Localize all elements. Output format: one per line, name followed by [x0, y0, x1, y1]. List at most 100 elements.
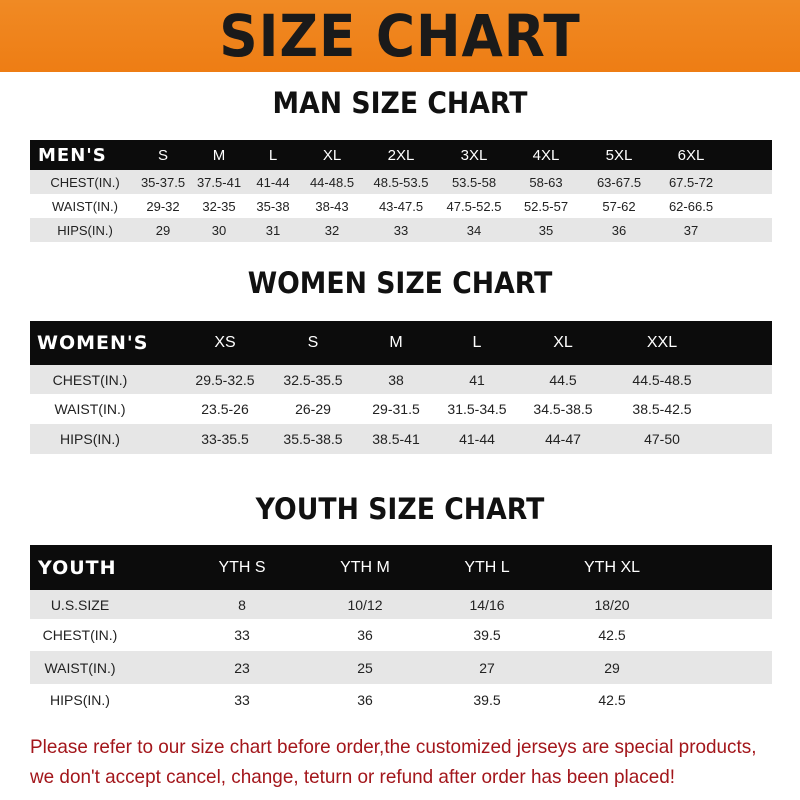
table-cell: 35-37.5	[140, 174, 186, 190]
table-cell: 30	[211, 222, 227, 238]
table-cell: 34.5-38.5	[533, 401, 593, 417]
table-cell: 35	[538, 222, 554, 238]
measure-label: HIPS(IN.)	[50, 692, 110, 708]
table-cell: 44.5-48.5	[632, 371, 692, 388]
table-cell: 34	[466, 222, 482, 238]
measure-label: WAIST(IN.)	[44, 659, 116, 676]
table-cell: 26-29	[295, 401, 331, 417]
table-row: CHEST(IN.) 33 36 39.5 42.5	[30, 619, 772, 651]
table-cell: 41-44	[459, 431, 495, 447]
table-cell: 18/20	[594, 596, 630, 613]
table-cell: 44-48.5	[309, 174, 355, 190]
table-cell: 39.5	[473, 692, 501, 708]
size-header: XXL	[646, 334, 678, 351]
measure-label: HIPS(IN.)	[60, 431, 120, 447]
table-row: U.S.SIZE 8 10/12 14/16 18/20	[30, 590, 772, 619]
size-header: 4XL	[532, 146, 560, 164]
size-header: S	[307, 334, 319, 351]
table-cell: 32-35	[202, 198, 236, 214]
size-header: 5XL	[605, 146, 633, 164]
table-cell: 23	[234, 659, 250, 676]
table-cell: 33	[234, 627, 250, 643]
table-cell: 32	[324, 222, 340, 238]
table-cell: 29-31.5	[372, 401, 420, 417]
table-cell: 37.5-41	[196, 174, 242, 190]
table-cell: 44-47	[545, 431, 581, 447]
table-cell: 67.5-72	[668, 174, 714, 190]
title-banner: SIZE CHART	[0, 0, 800, 72]
table-row: CHEST(IN.) 35-37.5 37.5-41 41-44 44-48.5 48.5…	[30, 170, 772, 194]
table-label: MEN'S	[38, 144, 107, 166]
table-row: WAIST(IN.) 23.5-26 26-29 29-31.5 31.5-34.5 34…	[30, 394, 772, 424]
table-row: WAIST(IN.) 23 25 27 29	[30, 651, 772, 684]
size-header: 2XL	[387, 146, 415, 164]
size-header: M	[389, 334, 403, 351]
table-cell: 47.5-52.5	[446, 198, 502, 214]
table-cell: 42.5	[598, 627, 626, 643]
size-header: L	[268, 146, 278, 164]
table-cell: 53.5-58	[451, 174, 497, 190]
table-cell: 37	[683, 222, 699, 238]
table-cell: 62-66.5	[668, 198, 714, 214]
size-header: XS	[214, 334, 236, 351]
youth-title: YOUTH SIZE CHART	[255, 492, 545, 526]
table-cell: 41-44	[256, 174, 290, 190]
table-cell: 52.5-57	[523, 198, 569, 214]
measure-label: WAIST(IN.)	[54, 401, 126, 417]
table-cell: 29.5-32.5	[195, 371, 255, 388]
table-cell: 10/12	[347, 596, 383, 613]
table-cell: 35.5-38.5	[283, 431, 343, 447]
table-row: WAIST(IN.) 29-32 32-35 35-38 38-43 43-47.5 47.…	[30, 194, 772, 218]
page-title: SIZE CHART	[219, 2, 581, 70]
size-header: M	[212, 146, 226, 164]
table-cell: 36	[357, 627, 373, 643]
table-cell: 29-32	[146, 198, 180, 214]
table-label: WOMEN'S	[37, 332, 149, 354]
table-cell: 8	[238, 596, 246, 613]
header-row: WOMEN'S XS S M L XL XXL	[30, 321, 772, 365]
table-cell: 29	[155, 222, 171, 238]
table-cell: 33	[234, 692, 250, 708]
women-title: WOMEN SIZE CHART	[247, 266, 553, 300]
table-cell: 31.5-34.5	[447, 401, 507, 417]
table-cell: 47-50	[644, 431, 680, 447]
table-cell: 14/16	[469, 596, 505, 613]
size-header: XL	[553, 334, 573, 351]
size-header: YTH XL	[583, 558, 641, 576]
table-cell: 48.5-53.5	[373, 174, 429, 190]
table-cell: 33	[393, 222, 409, 238]
measure-label: CHEST(IN.)	[42, 627, 118, 643]
size-header: YTH L	[464, 558, 510, 576]
table-cell: 25	[357, 659, 373, 676]
table-row: HIPS(IN.) 33 36 39.5 42.5	[30, 684, 772, 716]
table-cell: 41	[469, 371, 485, 388]
table-cell: 42.5	[598, 692, 626, 708]
size-header: L	[472, 334, 482, 351]
header-row: MEN'S S M L XL 2XL 3XL 4XL 5XL 6XL	[30, 140, 772, 170]
table-cell: 32.5-35.5	[283, 371, 343, 388]
table-cell: 38.5-41	[372, 431, 420, 447]
size-header: YTH M	[340, 558, 390, 576]
table-row: HIPS(IN.) 29 30 31 32 33 34 35 36 37	[30, 218, 772, 242]
measure-label: CHEST(IN.)	[52, 371, 128, 388]
notice-line-2: we don't accept cancel, change, teturn o…	[30, 766, 676, 788]
measure-label: WAIST(IN.)	[52, 198, 118, 214]
size-header: YTH S	[218, 558, 266, 576]
measure-label: HIPS(IN.)	[57, 222, 113, 238]
size-header: 3XL	[460, 146, 488, 164]
table-row: HIPS(IN.) 33-35.5 35.5-38.5 38.5-41 41-44 44-…	[30, 424, 772, 454]
table-cell: 36	[611, 222, 627, 238]
table-cell: 23.5-26	[201, 401, 249, 417]
table-cell: 31	[265, 222, 281, 238]
table-cell: 27	[479, 659, 495, 676]
table-cell: 57-62	[602, 198, 636, 214]
table-cell: 29	[604, 659, 620, 676]
table-cell: 38	[388, 371, 404, 388]
table-cell: 38-43	[315, 198, 349, 214]
measure-label: CHEST(IN.)	[50, 174, 120, 190]
size-header: 6XL	[677, 146, 705, 164]
table-row: CHEST(IN.) 29.5-32.5 32.5-35.5 38 41 44.5 44.5…	[30, 365, 772, 394]
table-cell: 36	[357, 692, 373, 708]
table-cell: 35-38	[256, 198, 290, 214]
size-header: S	[157, 146, 169, 164]
